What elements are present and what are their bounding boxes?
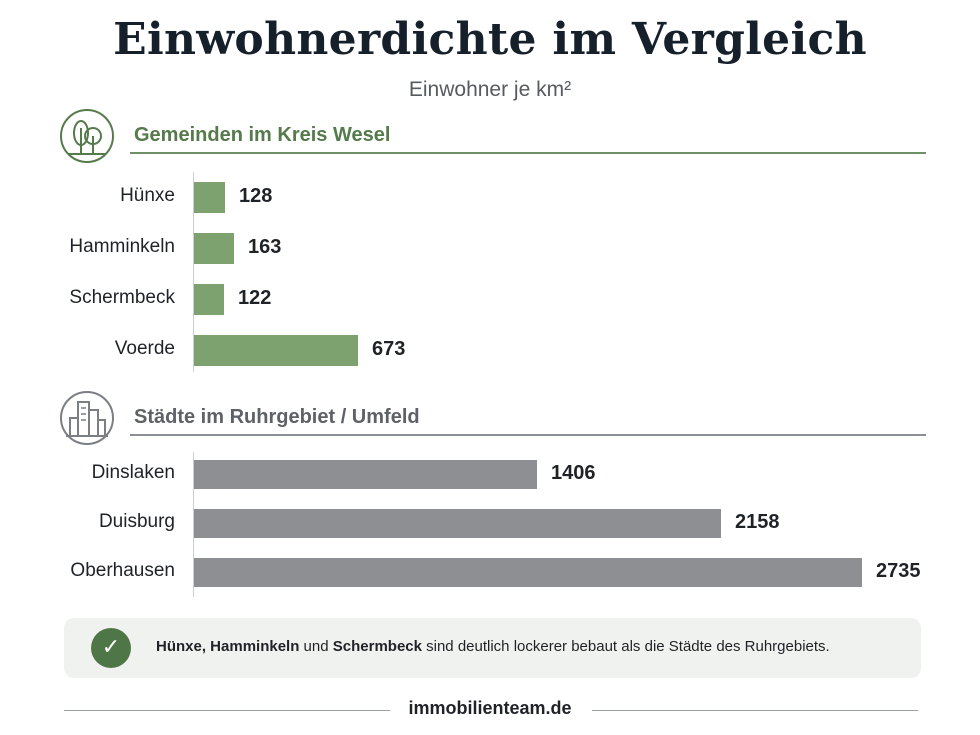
summary-text: Hünxe, Hamminkeln und Schermbeck sind de… [156, 638, 830, 655]
summary-rest: sind deutlich lockerer bebaut als die St… [421, 638, 830, 655]
section-divider [130, 434, 926, 436]
summary-highlight-1: Hünxe, Hamminkeln [156, 638, 300, 655]
category-label: Duisburg [98, 511, 175, 532]
axis-line-group-1 [193, 172, 194, 372]
trees-icon [56, 108, 116, 166]
bar-dinslaken [194, 459, 537, 489]
section-header-ruhrgebiet: Städte im Ruhrgebiet / Umfeld [56, 390, 926, 448]
value-label: 128 [239, 185, 273, 207]
footer-divider-right [592, 710, 918, 711]
bar-hünxe [194, 181, 225, 213]
value-label: 163 [248, 236, 282, 258]
footer-divider-left [64, 710, 390, 711]
city-buildings-icon [56, 390, 116, 448]
category-label: Hünxe [120, 185, 175, 206]
summary-connector: und [299, 638, 333, 655]
summary-highlight-2: Schermbeck [332, 638, 422, 655]
category-label: Oberhausen [70, 560, 175, 581]
bar-hamminkeln [194, 232, 234, 264]
category-label: Hamminkeln [69, 236, 175, 257]
bar-voerde [194, 334, 358, 366]
chart-title: Einwohnerdichte im Vergleich [113, 14, 867, 65]
check-icon: ✓ [91, 628, 131, 668]
category-label: Voerde [114, 338, 175, 359]
value-label: 673 [372, 338, 406, 360]
value-label: 122 [238, 287, 272, 309]
axis-line-group-2 [193, 452, 194, 597]
value-label: 1406 [551, 462, 596, 484]
chart-subtitle: Einwohner je km² [408, 78, 572, 101]
section-header-kreis-wesel: Gemeinden im Kreis Wesel [56, 108, 926, 166]
section-title-ruhrgebiet: Städte im Ruhrgebiet / Umfeld [134, 406, 420, 428]
footer-brand: immobilienteam.de [408, 698, 572, 718]
bar-oberhausen [194, 557, 862, 587]
bar-duisburg [194, 508, 721, 538]
category-label: Schermbeck [69, 287, 175, 308]
summary-note: ✓ Hünxe, Hamminkeln und Schermbeck sind … [64, 618, 921, 678]
bar-schermbeck [194, 283, 224, 315]
section-divider [130, 152, 926, 154]
section-title-kreis-wesel: Gemeinden im Kreis Wesel [134, 124, 391, 146]
category-label: Dinslaken [91, 462, 175, 483]
value-label: 2735 [876, 560, 921, 582]
value-label: 2158 [735, 511, 780, 533]
